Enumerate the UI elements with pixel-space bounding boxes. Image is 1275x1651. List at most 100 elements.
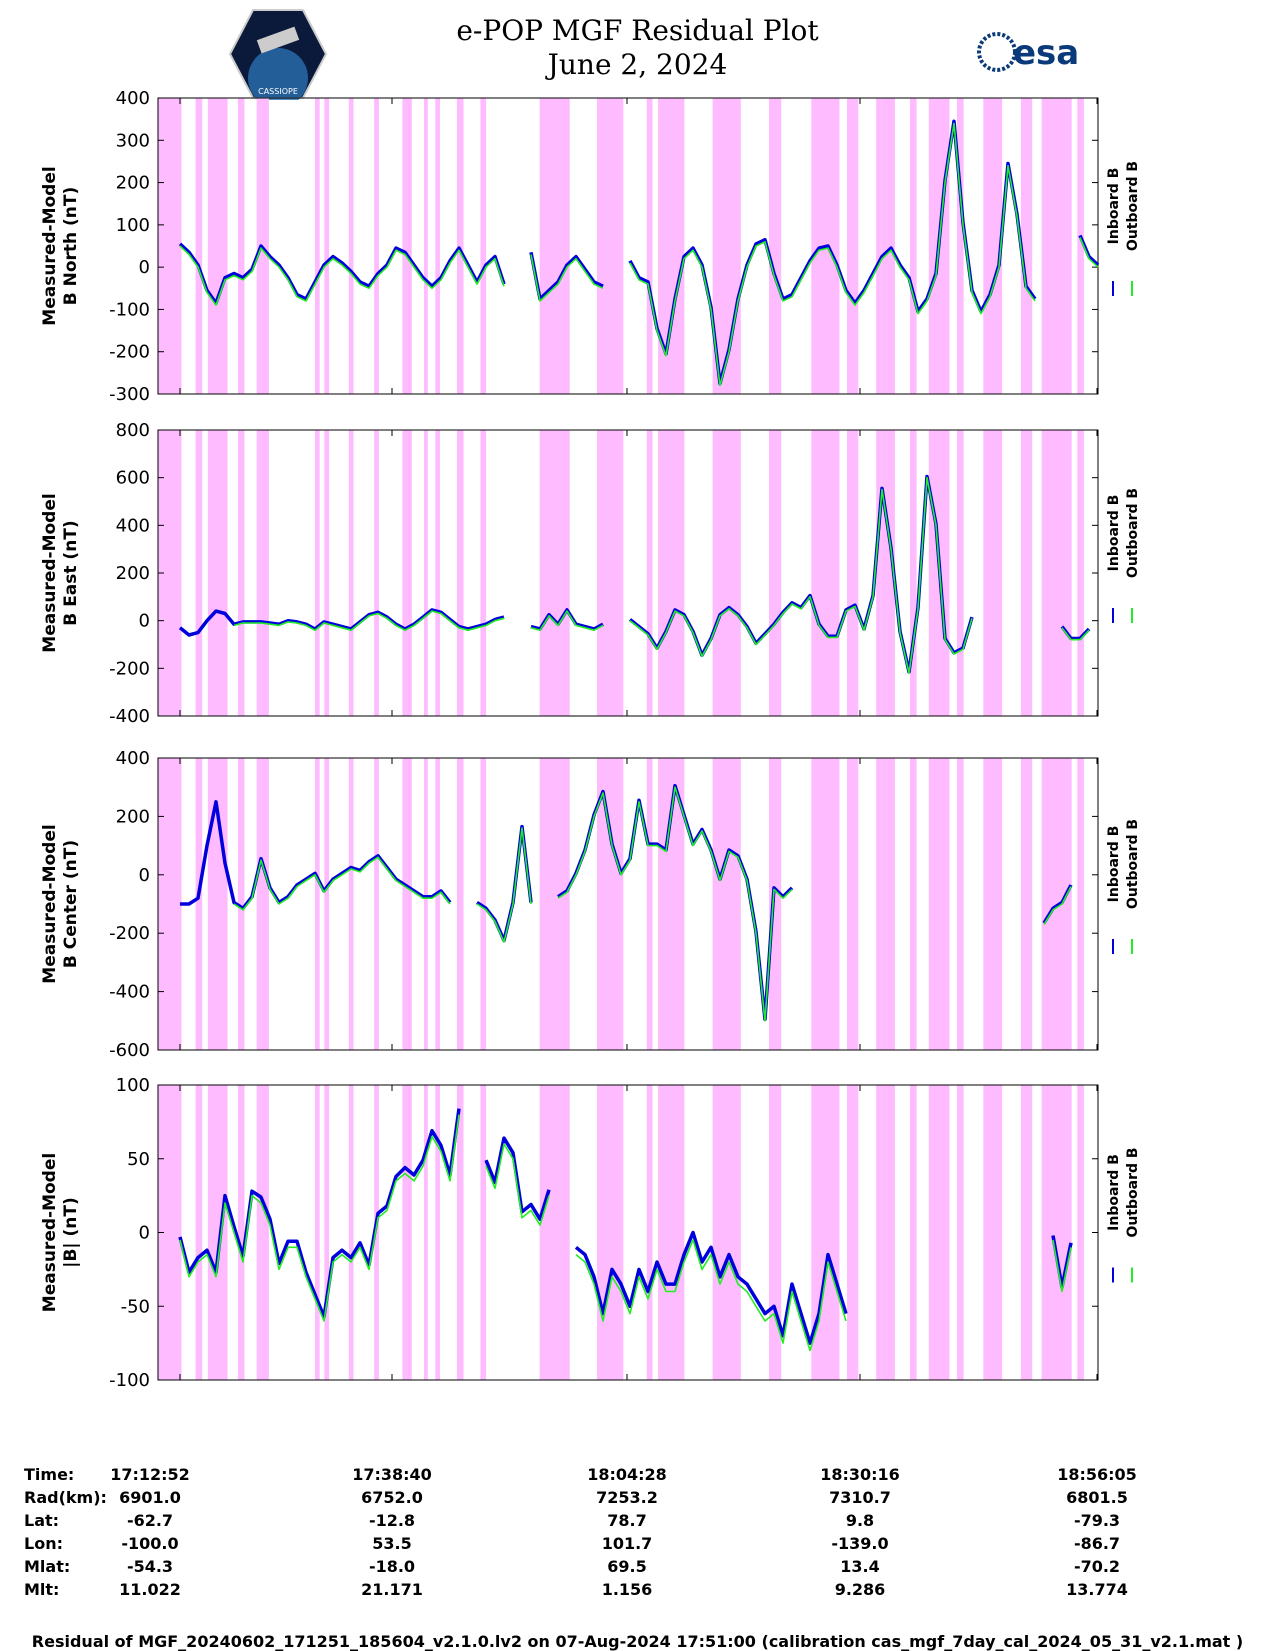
shade-band (195, 98, 203, 394)
shade-band (256, 1085, 269, 1380)
series-line-inboard (179, 122, 1099, 387)
table-cell: -139.0 (831, 1534, 889, 1553)
y-tick-label: 100 (116, 1075, 150, 1096)
legend-label: Inboard B (1106, 168, 1122, 245)
shade-band (596, 430, 624, 716)
y-axis-label: B East (nT) (61, 520, 81, 625)
shade-band (207, 98, 228, 394)
table-cell: 101.7 (601, 1534, 653, 1553)
shade-band (957, 98, 964, 394)
y-tick-label: -200 (109, 658, 150, 679)
chart-title: e-POP MGF Residual Plot (456, 14, 819, 47)
table-cell: -18.0 (368, 1557, 416, 1576)
shade-band (876, 758, 882, 1050)
shade-band (158, 430, 182, 716)
shade-band (480, 758, 487, 1050)
table-cell: 21.171 (361, 1580, 423, 1599)
shade-band (314, 98, 320, 394)
shade-band (811, 430, 840, 716)
shade-band (314, 430, 320, 716)
shade-band (1041, 1085, 1072, 1380)
shade-band (237, 430, 245, 716)
shade-band (207, 758, 228, 1050)
shade-band (237, 98, 245, 394)
shade-band (1077, 98, 1084, 394)
shade-band (435, 758, 440, 1050)
table-row-label: Time: (24, 1465, 75, 1484)
y-tick-label: -100 (109, 299, 150, 320)
shade-band (374, 758, 379, 1050)
shade-band (983, 758, 1003, 1050)
shade-band (435, 430, 440, 716)
table-row-label: Lon: (24, 1534, 63, 1553)
shade-band (1077, 1085, 1084, 1380)
shade-band (910, 430, 917, 716)
shade-band (811, 758, 840, 1050)
orbit-info-table: Time: Rad(km): Lat: Lon: Mlat: Mlt: 17:12:52 69… (0, 1465, 1275, 1625)
shade-band (374, 1085, 379, 1380)
y-tick-label: -100 (109, 1370, 150, 1391)
y-tick-label: -400 (109, 982, 150, 1003)
y-tick-label: 0 (139, 1223, 150, 1244)
shade-band (158, 758, 182, 1050)
shade-band (424, 98, 428, 394)
y-tick-label: -50 (121, 1296, 150, 1317)
shade-band (348, 98, 354, 394)
legend-label: Inboard B (1106, 1154, 1122, 1231)
shade-band (539, 98, 570, 394)
shade-band (402, 758, 412, 1050)
legend-label: Outboard B (1125, 488, 1141, 578)
shade-band (712, 1085, 741, 1380)
shade-band (1020, 1085, 1033, 1380)
table-cell: 53.5 (372, 1534, 412, 1553)
shade-band (646, 98, 653, 394)
series-line-outboard (178, 119, 1100, 386)
shade-band (847, 1085, 859, 1380)
shade-band (957, 430, 964, 716)
shade-band (847, 758, 859, 1050)
shade-band (348, 758, 354, 1050)
shade-band (480, 1085, 487, 1380)
shade-band (658, 430, 685, 716)
y-axis-label: B Center (nT) (61, 840, 81, 968)
shade-band (435, 98, 440, 394)
y-tick-label: -200 (109, 923, 150, 944)
legend-label: Outboard B (1125, 161, 1141, 251)
shade-band (237, 758, 245, 1050)
shade-band (314, 1085, 320, 1380)
shade-band (374, 98, 379, 394)
shade-band (456, 430, 464, 716)
table-cell: -62.7 (126, 1511, 174, 1530)
shade-band (881, 98, 895, 394)
shade-band (237, 1085, 245, 1380)
plot-frame (157, 757, 1099, 1051)
shade-band (646, 1085, 653, 1380)
shade-band (195, 758, 203, 1050)
shade-band (348, 430, 354, 716)
shade-band (324, 758, 330, 1050)
shade-band (402, 98, 412, 394)
table-cell: -86.7 (1073, 1534, 1121, 1553)
shade-band (456, 98, 464, 394)
table-row-label: Lat: (24, 1511, 60, 1530)
shade-band (1020, 758, 1033, 1050)
plot-frame (157, 97, 1099, 395)
legend-label: Inboard B (1106, 826, 1122, 903)
table-cell: -100.0 (121, 1534, 179, 1553)
table-cell: 18:56:05 (1057, 1465, 1137, 1484)
shade-band (195, 1085, 203, 1380)
shade-band (658, 1085, 685, 1380)
table-cell: 9.8 (845, 1511, 875, 1530)
shade-band (658, 98, 685, 394)
shade-band (1041, 430, 1072, 716)
cassiope-logo: CASSIOPE (228, 9, 328, 100)
shade-band (402, 1085, 412, 1380)
y-tick-label: 400 (116, 515, 150, 536)
shade-band (876, 1085, 882, 1380)
y-tick-label: 400 (116, 88, 150, 109)
shade-band (769, 98, 782, 394)
chart-date: June 2, 2024 (547, 48, 728, 81)
table-row-label: Rad(km): (24, 1488, 107, 1507)
table-cell: 78.7 (607, 1511, 647, 1530)
